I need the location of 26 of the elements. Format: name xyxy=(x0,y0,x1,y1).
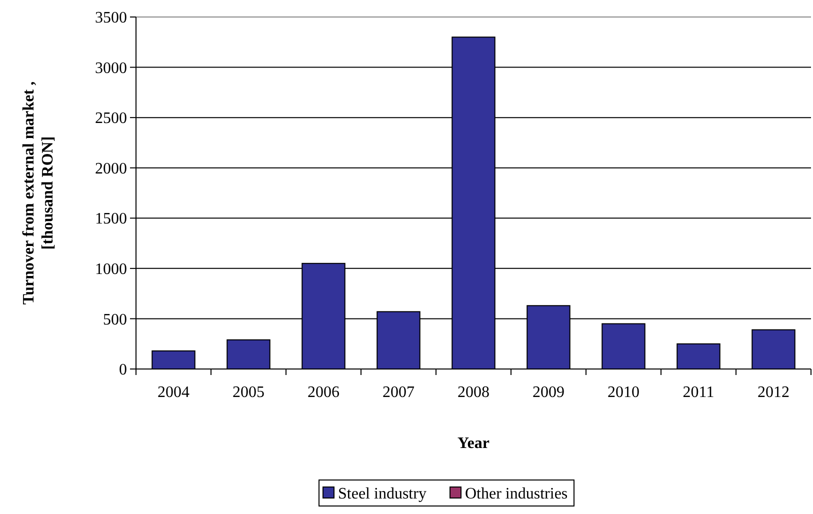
bar xyxy=(752,329,796,370)
y-axis-title: Turnover from external market , [thousand RON] xyxy=(20,81,57,305)
bar xyxy=(602,323,646,370)
x-axis-title: Year xyxy=(458,435,490,452)
y-tick-label: 1500 xyxy=(95,210,127,228)
x-tick-label: 2005 xyxy=(232,384,264,401)
x-tick-label: 2011 xyxy=(682,384,714,401)
bar xyxy=(676,343,720,370)
bar xyxy=(152,350,196,370)
x-tick-label: 2006 xyxy=(308,384,340,401)
x-tick-label: 2009 xyxy=(532,384,564,401)
y-tick-label: 2000 xyxy=(95,160,127,178)
x-tick-label: 2008 xyxy=(458,384,490,401)
y-tick-label: 3000 xyxy=(95,60,127,77)
x-tick-label: 2010 xyxy=(608,384,640,401)
y-tick-label: 3500 xyxy=(95,10,127,27)
x-tick-label: 2004 xyxy=(158,384,190,401)
x-tick-label: 2012 xyxy=(758,384,790,401)
legend-label: Steel industry xyxy=(338,486,426,503)
y-tick-label: 500 xyxy=(103,311,127,328)
legend-label: Other industries xyxy=(465,486,568,503)
y-tick-label: 0 xyxy=(119,362,127,379)
x-tick-label: 2007 xyxy=(382,384,414,401)
bar xyxy=(226,339,270,370)
y-tick-label: 2500 xyxy=(95,110,127,128)
y-tick-label: 1000 xyxy=(95,261,127,278)
